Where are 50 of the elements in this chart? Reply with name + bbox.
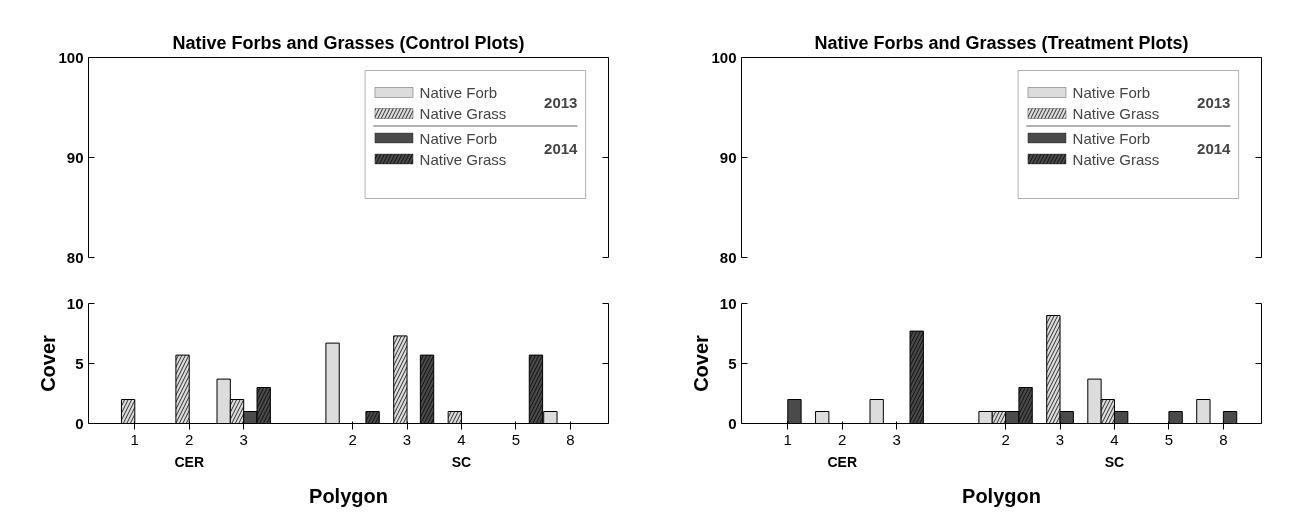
x-tick-label: 8 (1219, 430, 1228, 448)
y-tick-label: 10 (719, 294, 737, 312)
y-axis-title: Cover (689, 334, 712, 392)
legend-label: Native Grass (1072, 150, 1160, 168)
x-tick-label: 3 (239, 430, 248, 448)
x-tick-label: 3 (402, 430, 412, 448)
text: CER (827, 453, 858, 470)
y-tick-label: 0 (728, 414, 737, 432)
x-tick-label: 2 (838, 430, 847, 448)
x-axis-title: Polygon (962, 484, 1041, 507)
legend-label: Native Forb (419, 84, 498, 101)
y-tick-label: 90 (66, 148, 84, 166)
y-tick-label: 5 (728, 354, 737, 372)
y-axis-title: Cover (36, 334, 59, 392)
legend-label: Native Grass (419, 105, 507, 122)
annotation: 2013 (544, 94, 578, 111)
legend-label: Native Grass (419, 150, 507, 168)
text: CER (174, 453, 205, 470)
y-tick-label: 90 (719, 148, 737, 166)
x-tick-label: 5 (511, 430, 521, 448)
x-tick-label: 1 (130, 430, 139, 448)
x-axis-title: Polygon (309, 484, 388, 507)
y-tick-label: 5 (75, 354, 84, 372)
legend-label: Native Forb (1072, 84, 1151, 101)
x-tick-label: 1 (783, 430, 792, 448)
y-tick-label: 80 (66, 248, 84, 266)
legend-label: Native Grass (1072, 105, 1160, 122)
chart-title: Native Forbs and Grasses (Treatment Plots) (814, 32, 1189, 53)
x-tick-label: 3 (892, 430, 901, 448)
y-tick-label: 100 (711, 48, 737, 66)
annotation: 2014 (1197, 139, 1232, 157)
x-tick-label: 8 (566, 430, 575, 448)
x-tick-label: 2 (348, 430, 357, 448)
y-tick-label: 10 (66, 294, 84, 312)
x-tick-label: 4 (1110, 430, 1119, 448)
y-tick-label: 0 (75, 414, 84, 432)
chart-title: Native Forbs and Grasses (Control Plots) (172, 32, 525, 53)
x-tick-label: 5 (1164, 430, 1174, 448)
annotation: 2013 (1197, 94, 1231, 111)
legend-label: Native Forb (1072, 129, 1151, 147)
y-tick-label: 80 (719, 248, 737, 266)
x-tick-label: 2 (1001, 430, 1010, 448)
text: SC (451, 453, 472, 470)
x-tick-label: 2 (185, 430, 194, 448)
legend-label: Native Forb (419, 129, 498, 147)
x-tick-label: 3 (1055, 430, 1065, 448)
x-tick-label: 4 (457, 430, 466, 448)
text: SC (1104, 453, 1125, 470)
y-tick-label: 100 (58, 48, 84, 66)
annotation: 2014 (544, 139, 579, 157)
